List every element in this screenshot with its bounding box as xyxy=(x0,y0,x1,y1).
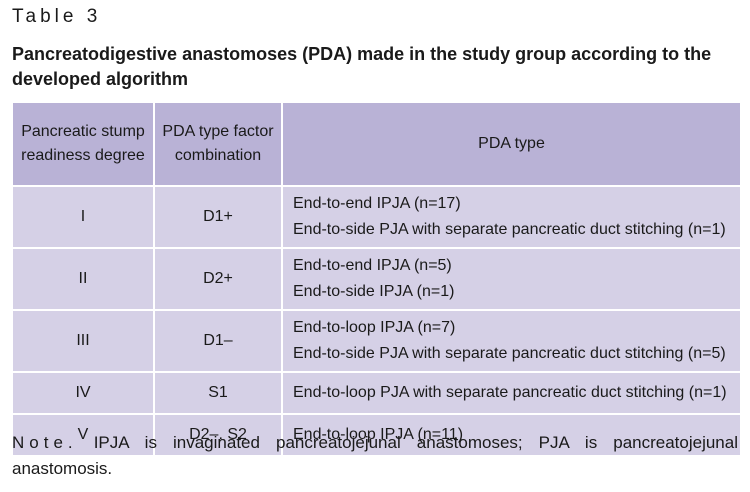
table-container: Pancreatic stump readiness degree PDA ty… xyxy=(11,101,742,457)
table-row: III D1– End-to-loop IPJA (n=7) End-to-si… xyxy=(11,309,742,373)
header-stump-readiness: Pancreatic stump readiness degree xyxy=(11,101,155,187)
table-row: II D2+ End-to-end IPJA (n=5) End-to-side… xyxy=(11,247,742,311)
factor-cell: D1– xyxy=(153,309,283,373)
degree-cell: V xyxy=(11,413,155,457)
header-factor-combination: PDA type factor combination xyxy=(153,101,283,187)
table-row: IV S1 End-to-loop PJA with separate panc… xyxy=(11,371,742,415)
table-note: Note. IPJA is invaginated pancreatojejun… xyxy=(12,430,738,482)
table-title: Pancreatodigestive anastomoses (PDA) mad… xyxy=(12,44,712,89)
pda-type-line: End-to-side PJA with separate pancreatic… xyxy=(293,345,726,362)
pda-type-line: End-to-side PJA with separate pancreatic… xyxy=(293,221,726,238)
table-row: I D1+ End-to-end IPJA (n=17) End-to-side… xyxy=(11,185,742,249)
pda-type-cell: End-to-loop IPJA (n=7) End-to-side PJA w… xyxy=(281,309,742,373)
factor-cell: D2–, S2 xyxy=(153,413,283,457)
pda-type-line: End-to-loop IPJA (n=11) xyxy=(293,426,464,443)
note-text: IPJA is invaginated pancreatojejunal ana… xyxy=(12,433,738,478)
degree-cell: IV xyxy=(11,371,155,415)
pda-type-line: End-to-end IPJA (n=5) xyxy=(293,257,452,274)
pda-type-cell: End-to-end IPJA (n=5) End-to-side IPJA (… xyxy=(281,247,742,311)
pda-type-cell: End-to-loop IPJA (n=11) xyxy=(281,413,742,457)
factor-cell: D2+ xyxy=(153,247,283,311)
degree-cell: II xyxy=(11,247,155,311)
pda-type-line: End-to-side IPJA (n=1) xyxy=(293,283,455,300)
table-label: Table 3 xyxy=(12,6,102,27)
pda-type-cell: End-to-loop PJA with separate pancreatic… xyxy=(281,371,742,415)
pda-type-line: End-to-loop PJA with separate pancreatic… xyxy=(293,384,727,401)
factor-cell: S1 xyxy=(153,371,283,415)
factor-cell: D1+ xyxy=(153,185,283,249)
pda-type-cell: End-to-end IPJA (n=17) End-to-side PJA w… xyxy=(281,185,742,249)
pda-table: Pancreatic stump readiness degree PDA ty… xyxy=(11,101,742,457)
pda-type-line: End-to-end IPJA (n=17) xyxy=(293,195,461,212)
header-row: Pancreatic stump readiness degree PDA ty… xyxy=(11,101,742,187)
degree-cell: III xyxy=(11,309,155,373)
note-label: Note. xyxy=(12,433,78,452)
pda-type-line: End-to-loop IPJA (n=7) xyxy=(293,319,456,336)
degree-cell: I xyxy=(11,185,155,249)
table-row: V D2–, S2 End-to-loop IPJA (n=11) xyxy=(11,413,742,457)
header-pda-type: PDA type xyxy=(281,101,742,187)
